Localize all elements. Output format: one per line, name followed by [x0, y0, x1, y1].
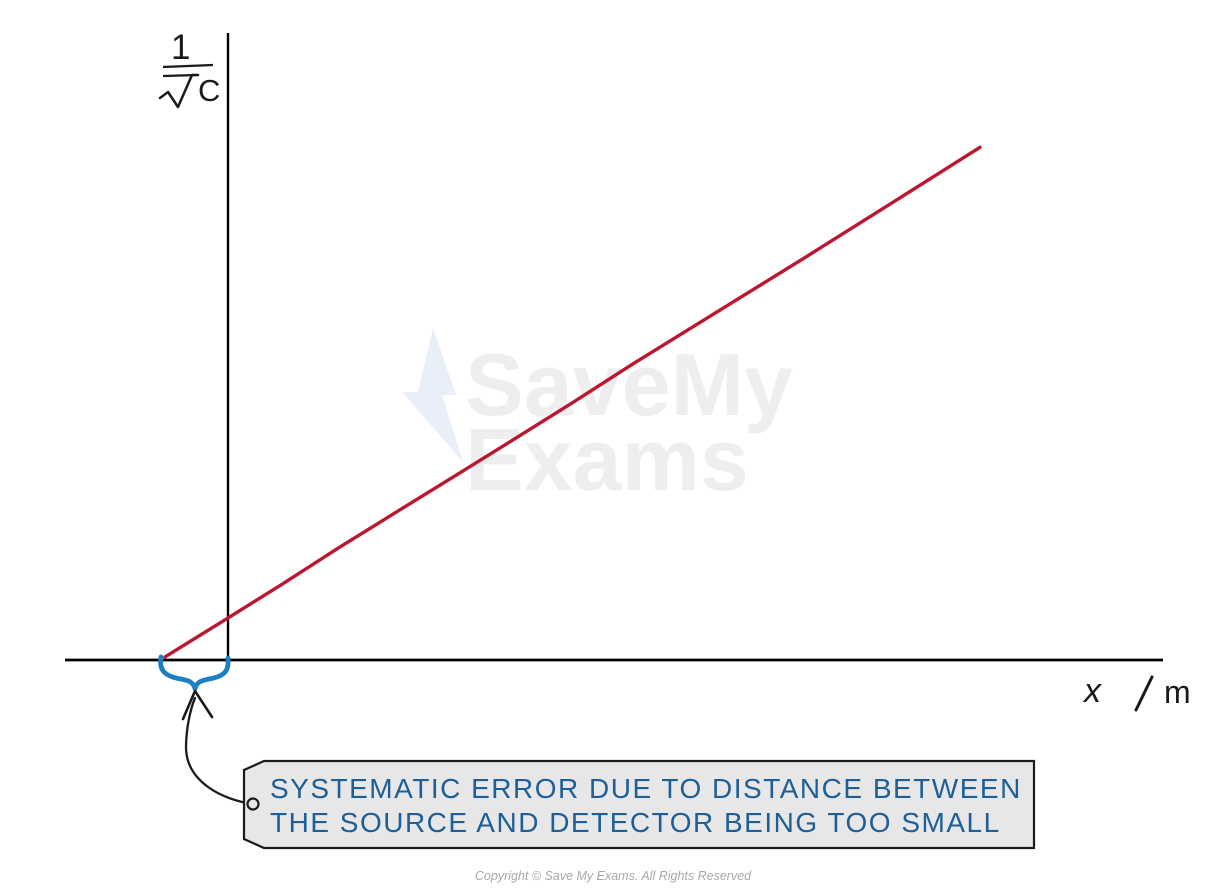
svg-text:Exams: Exams — [465, 410, 749, 509]
svg-text:SYSTEMATIC ERROR DUE TO DISTAN: SYSTEMATIC ERROR DUE TO DISTANCE BETWEEN — [270, 773, 1022, 804]
svg-text:C: C — [198, 73, 220, 108]
svg-text:m: m — [1164, 674, 1191, 710]
svg-text:THE SOURCE AND DETECTOR BEING: THE SOURCE AND DETECTOR BEING TOO SMALL — [270, 807, 1001, 838]
svg-text:1: 1 — [171, 28, 190, 67]
svg-text:x: x — [1082, 672, 1102, 710]
